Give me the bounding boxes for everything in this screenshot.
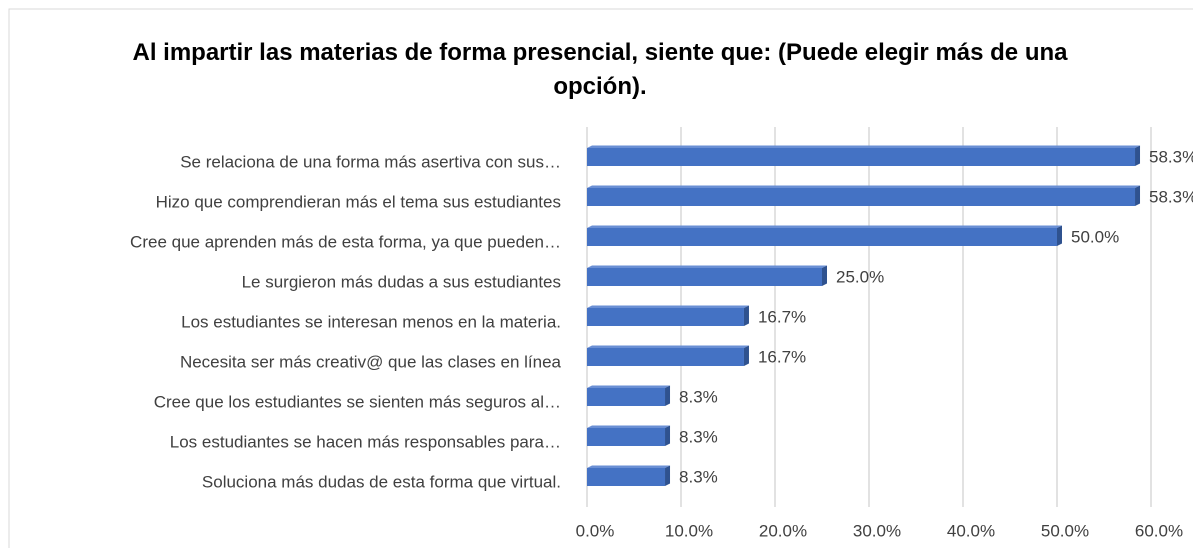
bar (587, 428, 666, 446)
bar-top (587, 345, 749, 348)
bar-side (743, 305, 749, 326)
data-label: 8.3% (679, 467, 718, 486)
bar-side (665, 465, 671, 486)
x-tick-label: 60.0% (1135, 521, 1183, 540)
x-tick-label: 10.0% (665, 521, 713, 540)
bar (587, 348, 744, 366)
data-label: 16.7% (758, 307, 806, 326)
bar-side (743, 345, 749, 366)
bar-side (822, 265, 827, 286)
data-label: 50.0% (1071, 227, 1119, 246)
y-tick-label: Cree que los estudiantes se sienten más … (154, 392, 561, 411)
data-label: 58.3% (1149, 147, 1193, 166)
data-label: 8.3% (679, 387, 718, 406)
y-tick-label: Hizo que comprendieran más el tema sus e… (156, 192, 561, 211)
data-label: 58.3% (1149, 187, 1193, 206)
bar (587, 148, 1136, 166)
data-label: 25.0% (836, 267, 884, 286)
y-tick-label: Los estudiantes se interesan menos en la… (181, 312, 561, 331)
y-tick-label: Se relaciona de una forma más asertiva c… (180, 152, 561, 171)
bar-top (587, 425, 671, 428)
marks (587, 145, 1141, 486)
bar-top (587, 265, 827, 268)
bar-top (587, 385, 671, 388)
bar-side (665, 385, 671, 406)
y-tick-label: Le surgieron más dudas a sus estudiantes (242, 272, 561, 291)
x-tick-label: 0.0% (576, 521, 615, 540)
x-tick-label: 30.0% (853, 521, 901, 540)
bar (587, 388, 666, 406)
bar-top (587, 305, 749, 308)
y-tick-label: Los estudiantes se hacen más responsable… (170, 432, 561, 451)
y-tick-label: Cree que aprenden más de esta forma, ya … (130, 232, 561, 251)
bar-top (587, 465, 671, 468)
y-tick-label: Necesita ser más creativ@ que las clases… (180, 352, 562, 371)
x-tick-label: 20.0% (759, 521, 807, 540)
chart-title: Al impartir las materias de forma presen… (132, 39, 1068, 100)
bar (587, 268, 822, 286)
bar (587, 308, 744, 326)
bar-top (587, 225, 1062, 228)
bar (587, 468, 666, 486)
bar (587, 228, 1057, 246)
chart-border (8, 8, 1193, 548)
bar-side (665, 425, 671, 446)
bar-side (1135, 185, 1141, 206)
data-label: 16.7% (758, 347, 806, 366)
bar-side (1057, 225, 1062, 246)
bar-top (587, 185, 1141, 188)
data-label: 8.3% (679, 427, 718, 446)
y-tick-label: Soluciona más dudas de esta forma que vi… (202, 472, 561, 491)
bar (587, 188, 1136, 206)
x-tick-label: 40.0% (947, 521, 995, 540)
x-tick-label: 50.0% (1041, 521, 1089, 540)
bar-side (1135, 145, 1141, 166)
bar-top (587, 145, 1141, 148)
